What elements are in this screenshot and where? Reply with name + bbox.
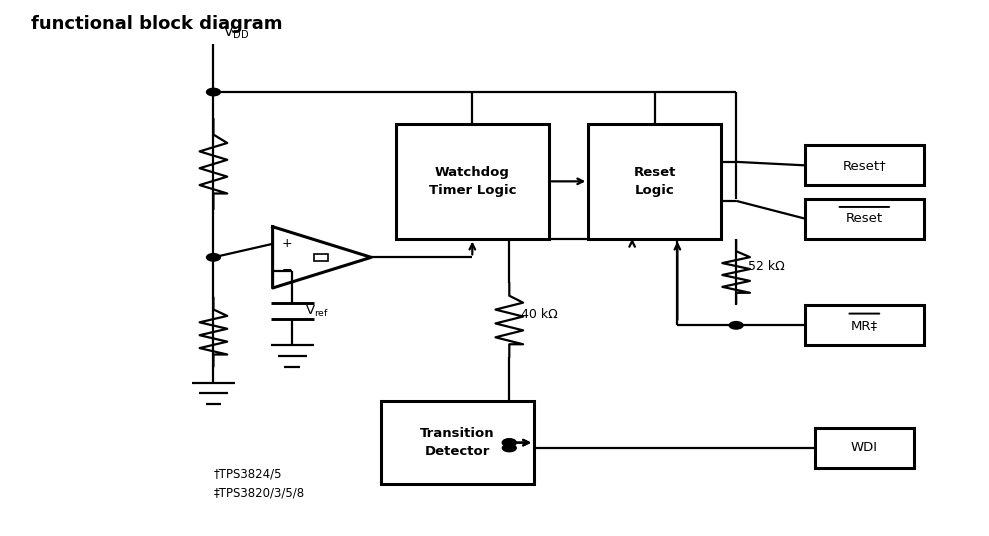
Text: Reset: Reset [846,212,883,225]
Text: 40 kΩ: 40 kΩ [521,308,558,321]
Text: V$_{\mathregular{ref}}$: V$_{\mathregular{ref}}$ [306,304,329,319]
Text: Watchdog
Timer Logic: Watchdog Timer Logic [428,166,516,197]
Text: Transition
Detector: Transition Detector [420,427,494,458]
Text: MR‡: MR‡ [851,319,878,332]
Text: WDI: WDI [851,442,878,455]
Text: Reset†: Reset† [843,159,886,172]
Text: +: + [282,237,292,250]
Circle shape [207,254,221,261]
Circle shape [502,439,516,446]
Bar [381,401,534,484]
Circle shape [502,444,516,452]
Bar [805,145,924,185]
Bar [805,199,924,239]
Circle shape [729,322,743,329]
Text: †TPS3824/5
‡TPS3820/3/5/8: †TPS3824/5 ‡TPS3820/3/5/8 [214,468,305,500]
Text: −: − [282,264,292,277]
Bar [396,124,549,239]
Bar [588,124,721,239]
Circle shape [207,88,221,96]
Bar [805,306,924,345]
Text: V$_{\mathregular{DD}}$: V$_{\mathregular{DD}}$ [224,25,249,41]
Bar [815,428,914,468]
Text: Reset
Logic: Reset Logic [634,166,675,197]
Circle shape [502,439,516,446]
Text: functional block diagram: functional block diagram [31,14,283,33]
Bar [315,254,327,261]
Text: 52 kΩ: 52 kΩ [748,260,784,273]
